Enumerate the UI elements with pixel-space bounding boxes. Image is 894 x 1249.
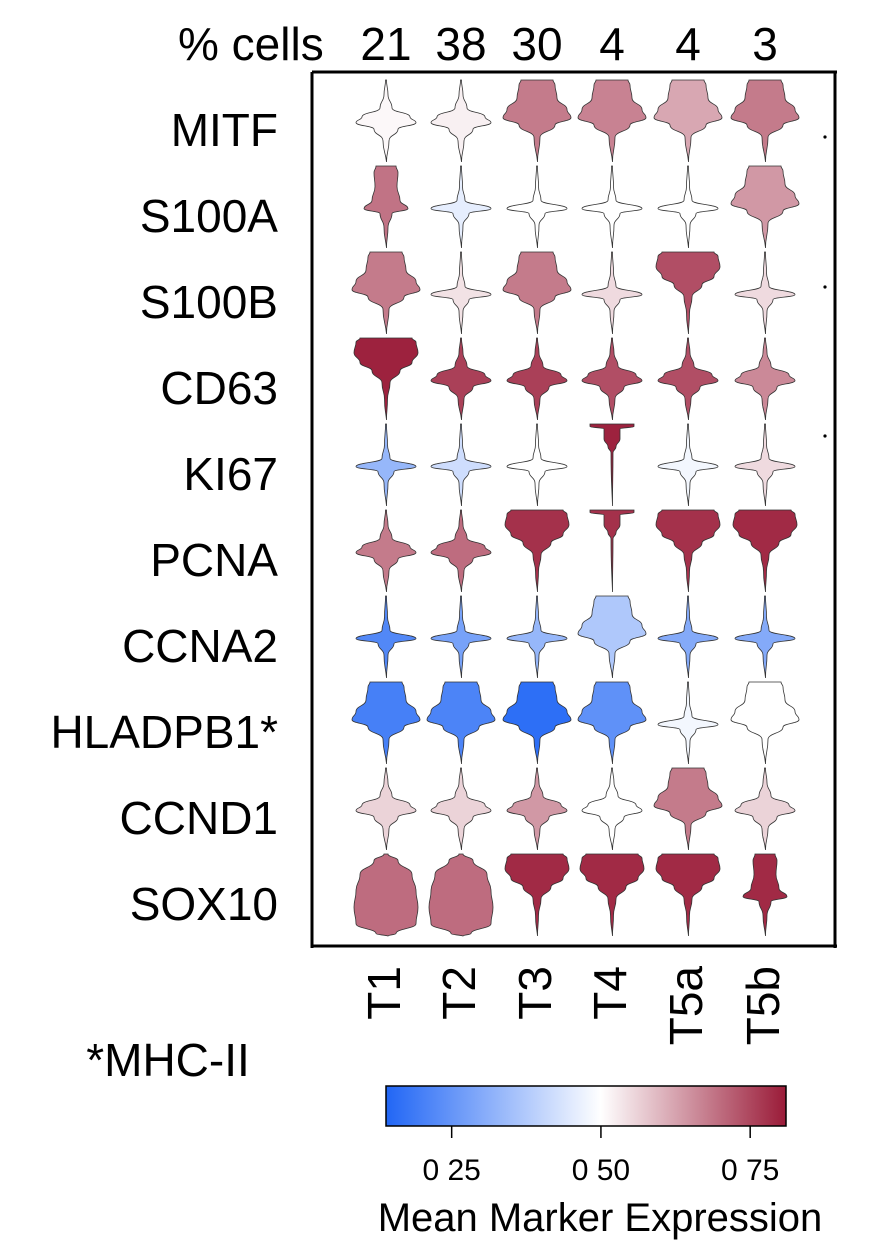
gene-label: MITF — [171, 104, 278, 156]
violin — [430, 595, 492, 679]
violin — [581, 767, 643, 851]
pct-cells-value: 4 — [675, 18, 701, 70]
gene-label: S100A — [140, 190, 278, 242]
pct-cells-value: 30 — [511, 18, 562, 70]
violin — [581, 165, 643, 249]
cluster-label: T1 — [358, 966, 410, 1020]
violins — [351, 79, 800, 937]
violin — [430, 509, 492, 593]
cluster-label: T5b — [737, 966, 789, 1045]
violin — [730, 165, 800, 249]
violin — [502, 251, 572, 335]
violin — [732, 509, 798, 593]
violin — [506, 423, 568, 507]
violin — [430, 165, 492, 249]
violin — [742, 853, 788, 937]
violin — [657, 681, 719, 765]
violin — [657, 595, 719, 679]
violin — [577, 595, 647, 679]
violin — [655, 853, 721, 937]
colorbar-label: Mean Marker Expression — [378, 1196, 823, 1240]
violin — [506, 165, 568, 249]
violin — [504, 853, 570, 937]
violin — [589, 509, 635, 593]
violin — [430, 423, 492, 507]
gene-label: CD63 — [160, 362, 278, 414]
pct-cells-values: 21 38 30 4 4 3 — [360, 18, 777, 70]
gene-label: S100B — [140, 276, 278, 328]
violin — [426, 681, 496, 765]
pct-cells-value: 4 — [599, 18, 625, 70]
cluster-label: T3 — [509, 966, 561, 1020]
pct-cells-value: 3 — [752, 18, 778, 70]
violin — [355, 79, 417, 163]
violin — [655, 251, 721, 335]
violin — [355, 423, 417, 507]
pct-cells-label: % cells — [178, 18, 324, 70]
colorbar-tick-label: 0 25 — [422, 1154, 480, 1187]
gene-label: KI67 — [183, 448, 278, 500]
violin — [730, 681, 800, 765]
violin — [655, 509, 721, 593]
violin — [581, 251, 643, 335]
gene-label: SOX10 — [130, 878, 278, 930]
violin — [577, 681, 647, 765]
violin — [355, 767, 417, 851]
violin — [502, 681, 572, 765]
violin — [653, 79, 723, 163]
violin — [657, 337, 719, 421]
violin — [589, 423, 635, 507]
violin — [730, 79, 800, 163]
colorbar-ticks: 0 25 0 50 0 75 — [422, 1126, 779, 1187]
violin — [353, 853, 419, 937]
violin — [734, 251, 796, 335]
violin — [734, 337, 796, 421]
violin — [579, 853, 645, 937]
violin — [734, 767, 796, 851]
violin — [734, 423, 796, 507]
violin — [428, 853, 494, 937]
violin — [355, 595, 417, 679]
pct-cells-value: 38 — [435, 18, 486, 70]
colorbar-tick-label: 0 50 — [572, 1154, 630, 1187]
violin — [502, 79, 572, 163]
colorbar-gradient — [385, 1085, 787, 1127]
violin — [351, 251, 421, 335]
violin — [506, 767, 568, 851]
violin — [653, 767, 723, 851]
violin — [577, 79, 647, 163]
violin — [430, 79, 492, 163]
colorbar-tick-label: 0 75 — [721, 1154, 779, 1187]
footnote: *MHC-II — [86, 1034, 250, 1086]
plot-frame — [310, 70, 837, 948]
violin — [581, 337, 643, 421]
violin — [430, 767, 492, 851]
pct-cells-value: 21 — [360, 18, 411, 70]
violin — [351, 681, 421, 765]
cluster-label: T2 — [433, 966, 485, 1020]
violin — [657, 165, 719, 249]
violin — [355, 509, 417, 593]
colorbar: 0 25 0 50 0 75 Mean Marker Expression — [378, 1085, 823, 1240]
gene-label: HLADPB1* — [50, 706, 278, 758]
violin — [506, 595, 568, 679]
violin — [353, 337, 419, 421]
gene-label: PCNA — [150, 534, 278, 586]
cluster-labels: T1 T2 T3 T4 T5a T5b — [358, 966, 789, 1046]
gene-label: CCNA2 — [122, 620, 278, 672]
violin — [363, 165, 409, 249]
violin — [657, 423, 719, 507]
violin — [430, 251, 492, 335]
cluster-label: T5a — [660, 966, 712, 1046]
violin — [430, 337, 492, 421]
violin — [506, 337, 568, 421]
gene-labels: MITF S100A S100B CD63 KI67 PCNA CCNA2 HLADPB1* C… — [50, 104, 278, 930]
violin — [734, 595, 796, 679]
stray-dots — [823, 135, 827, 438]
violin — [504, 509, 570, 593]
gene-label: CCND1 — [120, 792, 278, 844]
cluster-label: T4 — [584, 966, 636, 1020]
